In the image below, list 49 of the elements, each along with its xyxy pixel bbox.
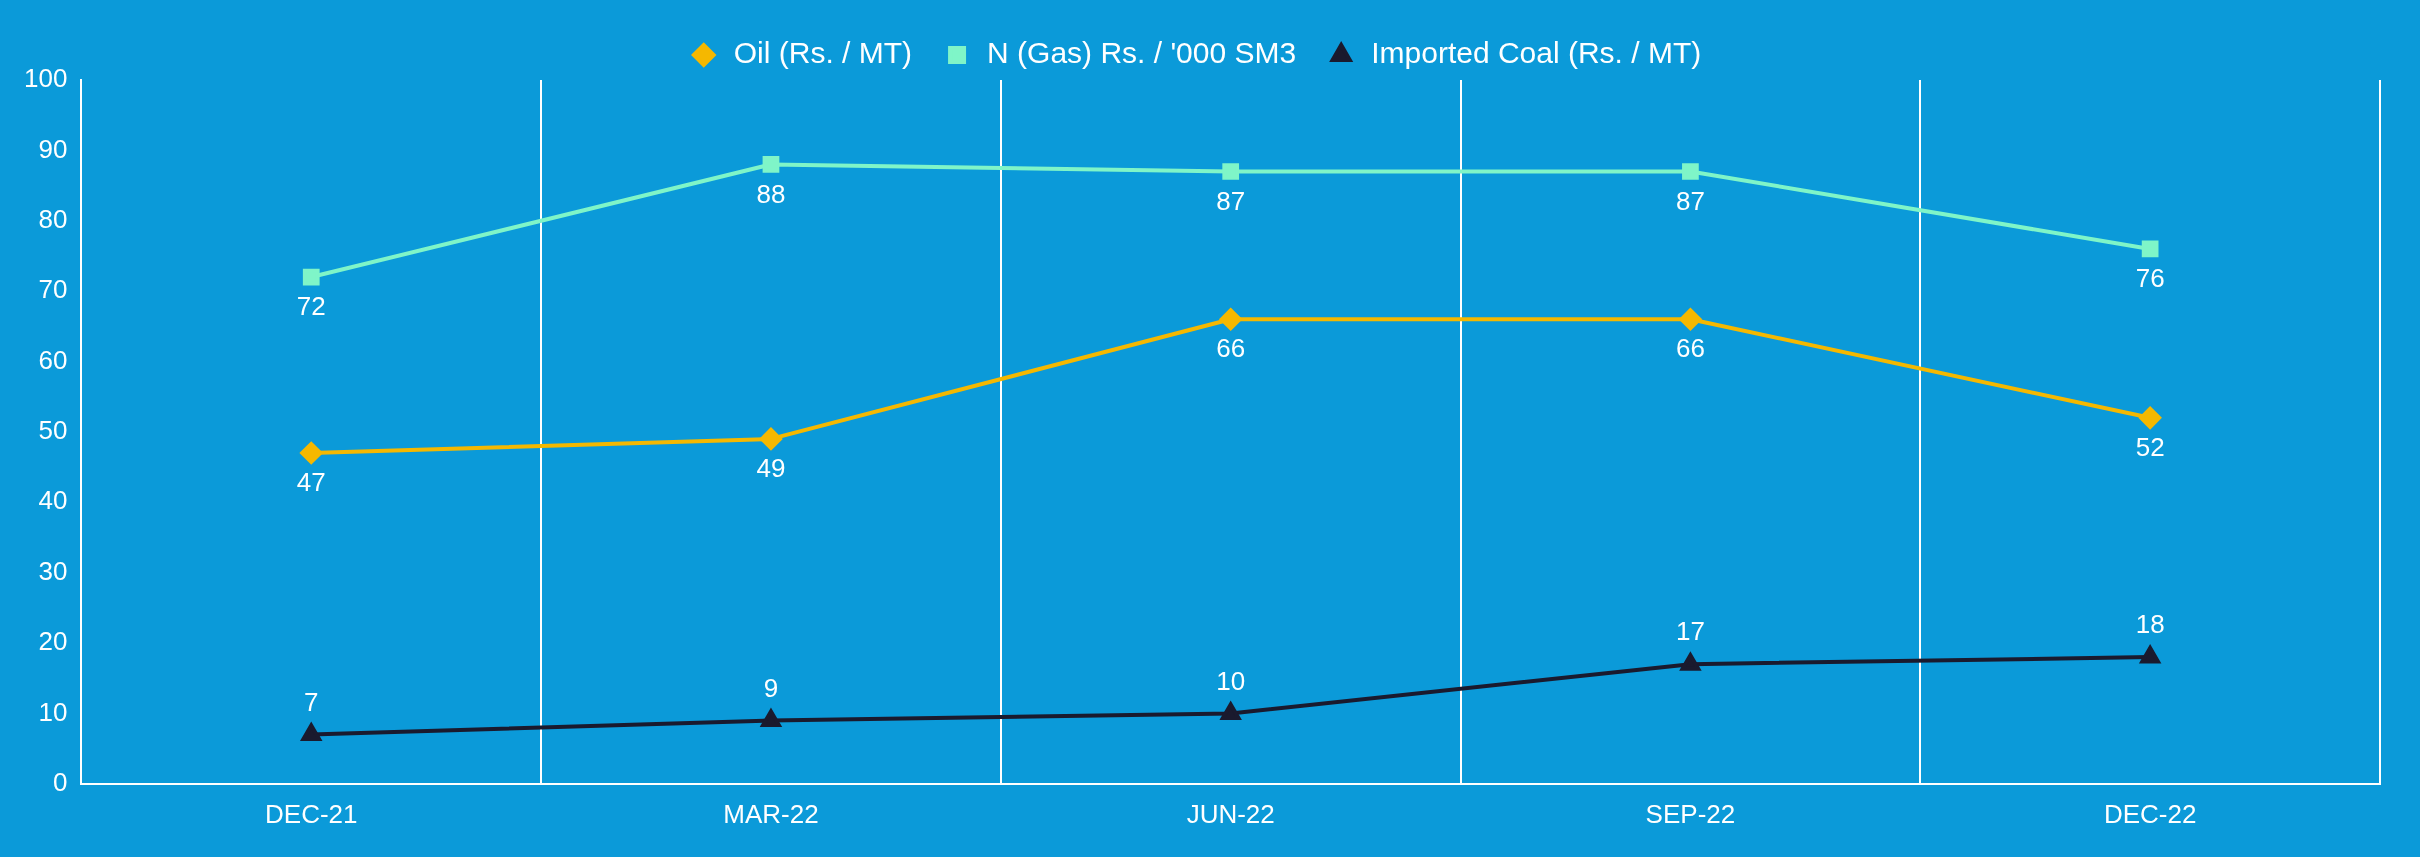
point	[302, 268, 320, 286]
data-label: 87	[1675, 185, 1705, 216]
point	[2141, 240, 2159, 258]
x-tick-label: MAR-22	[723, 798, 819, 829]
y-tick-label: 30	[38, 555, 68, 586]
y-tick-label: 10	[38, 696, 68, 727]
point	[300, 721, 323, 742]
point	[2140, 646, 2160, 664]
data-label: 52	[2135, 432, 2165, 462]
y-tick-label: 40	[38, 485, 68, 516]
point	[1679, 308, 1702, 331]
y-tick-label: 80	[38, 203, 68, 234]
y-tick-label: 20	[38, 626, 68, 657]
point	[1219, 308, 1242, 331]
point	[759, 427, 782, 450]
point	[1222, 163, 1240, 180]
y-tick-label: 60	[38, 344, 68, 375]
data-label: 7	[304, 686, 319, 717]
data-label: 49	[756, 453, 786, 484]
point	[300, 442, 323, 465]
data-label: 87	[1216, 185, 1246, 216]
point	[761, 709, 781, 727]
x-tick-label: SEP-22	[1645, 798, 1736, 829]
point	[1682, 163, 1699, 180]
x-tick-label: JUN-22	[1186, 798, 1275, 829]
y-tick-label: 90	[38, 133, 68, 164]
x-tick-label: DEC-22	[2103, 798, 2197, 829]
y-tick-label: 100	[23, 63, 68, 94]
data-label: 66	[1675, 333, 1705, 364]
y-tick-label: 0	[52, 766, 68, 797]
data-label: 18	[2135, 609, 2165, 640]
data-label: 88	[756, 178, 786, 209]
point	[2139, 406, 2162, 429]
legend-label: N (Gas) Rs. / '000 SM3	[987, 36, 1297, 70]
y-tick-label: 50	[38, 415, 68, 446]
data-label: 76	[2135, 263, 2165, 294]
point	[1220, 702, 1241, 720]
data-label: 66	[1216, 333, 1246, 364]
point	[1680, 653, 1701, 671]
y-tick-label: 70	[38, 274, 68, 305]
x-tick-label: DEC-21	[265, 798, 358, 829]
data-label: 72	[296, 291, 326, 322]
legend-label: Imported Coal (Rs. / MT)	[1371, 36, 1702, 70]
legend-label: Oil (Rs. / MT)	[733, 36, 913, 70]
data-label: 9	[763, 672, 779, 703]
point	[762, 156, 780, 173]
data-label: 10	[1216, 665, 1246, 696]
data-label: 17	[1675, 616, 1705, 647]
data-label: 47	[296, 467, 326, 498]
